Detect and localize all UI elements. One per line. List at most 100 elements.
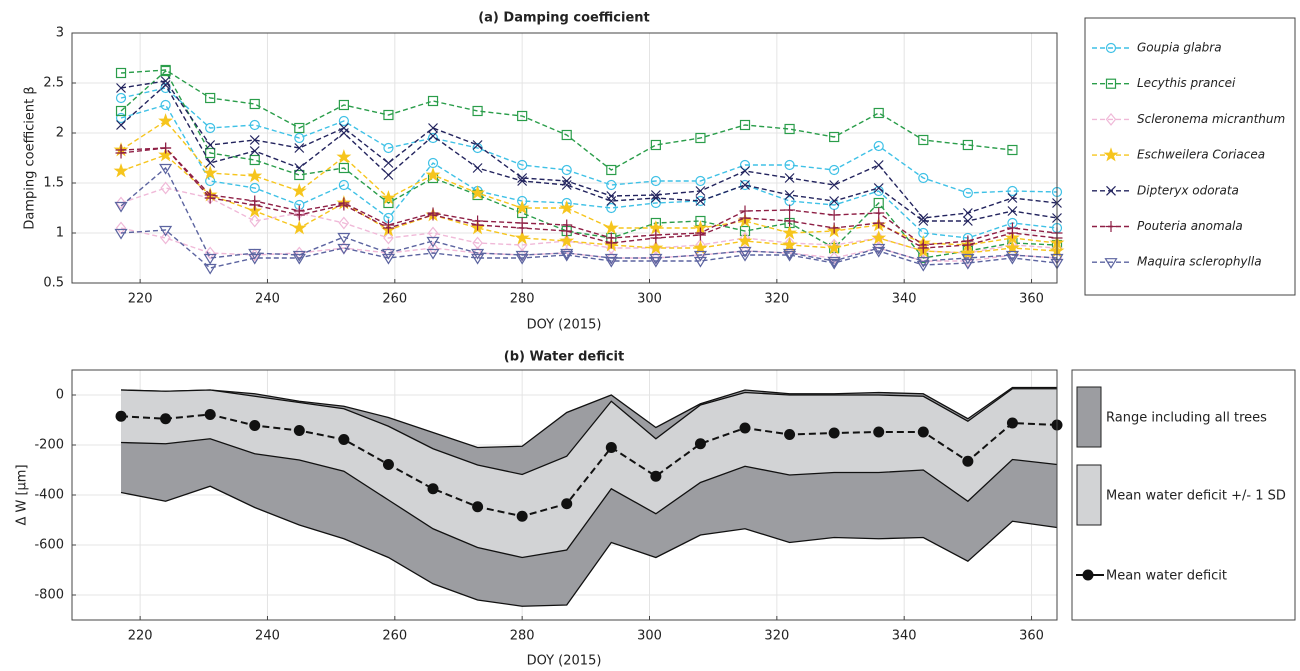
- marker: [205, 140, 216, 150]
- marker: [383, 170, 394, 180]
- mean-point: [115, 410, 127, 422]
- marker: [426, 236, 440, 248]
- marker: [338, 123, 349, 133]
- marker: [873, 207, 885, 219]
- marker: [606, 202, 617, 214]
- marker: [517, 159, 528, 171]
- marker: [650, 139, 661, 151]
- marker: [249, 98, 260, 110]
- marker: [829, 131, 840, 143]
- x-tick-label: 300: [637, 629, 662, 644]
- marker: [873, 183, 884, 193]
- marker: [872, 243, 886, 255]
- marker: [159, 163, 173, 175]
- marker: [604, 256, 618, 268]
- marker: [784, 204, 796, 216]
- mean-line: [120, 413, 1058, 518]
- marker: [205, 92, 216, 104]
- marker: [515, 253, 529, 265]
- marker: [249, 182, 260, 194]
- marker: [204, 192, 216, 204]
- marker: [205, 158, 216, 168]
- mean-point: [784, 429, 796, 440]
- mean-point: [962, 455, 974, 467]
- legend-swatch: [1076, 464, 1102, 526]
- marker: [428, 131, 438, 141]
- series-line: [120, 147, 1058, 246]
- marker: [247, 168, 263, 183]
- marker: [383, 109, 394, 121]
- marker: [784, 190, 795, 200]
- series-line: [120, 69, 1013, 171]
- legend-marker: [1104, 258, 1118, 269]
- plot-frame: [71, 369, 1058, 621]
- marker: [204, 246, 216, 260]
- marker: [338, 128, 349, 138]
- marker: [337, 232, 351, 244]
- x-axis-label: DOY (2015): [527, 318, 602, 333]
- legend-label: Dipteryx odorata: [1137, 183, 1239, 197]
- marker: [115, 105, 127, 117]
- mean-point: [382, 459, 394, 470]
- marker: [560, 250, 574, 262]
- plot-frame: [71, 32, 1058, 284]
- x-tick-label: 320: [764, 292, 789, 307]
- range-area: [121, 388, 1057, 558]
- marker: [960, 245, 976, 260]
- marker: [1007, 193, 1018, 203]
- marker: [649, 256, 663, 268]
- marker: [1005, 250, 1019, 262]
- legend-marker: [1105, 78, 1117, 89]
- series-line: [120, 229, 1058, 269]
- marker: [873, 185, 884, 197]
- mean-point: [204, 409, 216, 420]
- legend-marker: [1105, 42, 1117, 54]
- x-tick-label: 220: [128, 292, 153, 307]
- marker: [784, 159, 795, 171]
- marker: [829, 196, 840, 206]
- marker: [514, 230, 530, 245]
- marker: [383, 142, 394, 154]
- marker: [203, 263, 217, 275]
- marker: [337, 243, 351, 255]
- marker: [962, 139, 973, 151]
- marker: [115, 147, 127, 159]
- x-tick-label: 240: [255, 629, 280, 644]
- marker: [918, 134, 929, 146]
- marker: [472, 140, 483, 150]
- chart-title: (a) Damping coefficient: [478, 11, 650, 26]
- marker: [739, 159, 751, 171]
- legend-marker: [1103, 147, 1119, 162]
- marker: [650, 193, 661, 203]
- marker: [606, 179, 617, 191]
- marker: [115, 221, 127, 235]
- legend-label: Eschweilera Coriacea: [1137, 148, 1265, 162]
- marker: [650, 175, 661, 187]
- x-tick-label: 360: [1019, 629, 1044, 644]
- legend-box: [1071, 369, 1296, 621]
- legend-label: Maquira sclerophylla: [1137, 255, 1262, 269]
- marker: [873, 160, 884, 170]
- marker: [294, 169, 305, 181]
- marker: [739, 212, 751, 224]
- y-tick-label: 3: [56, 26, 64, 41]
- x-tick-label: 300: [637, 292, 662, 307]
- legend-label: Range including all trees: [1106, 411, 1267, 426]
- y-tick-label: -400: [34, 488, 64, 503]
- marker: [338, 115, 349, 127]
- marker: [383, 231, 394, 245]
- boundary-line: [121, 388, 1057, 476]
- marker: [516, 222, 528, 234]
- marker: [205, 147, 216, 159]
- marker: [517, 173, 528, 183]
- legend-label: Mean water deficit: [1106, 569, 1227, 584]
- marker: [873, 107, 884, 119]
- marker: [248, 253, 262, 265]
- marker: [160, 99, 171, 111]
- marker: [291, 183, 307, 198]
- mean-point: [561, 498, 573, 510]
- series-line: [120, 166, 1058, 262]
- marker: [471, 253, 485, 265]
- y-tick-label: -600: [34, 538, 64, 553]
- marker: [160, 82, 171, 94]
